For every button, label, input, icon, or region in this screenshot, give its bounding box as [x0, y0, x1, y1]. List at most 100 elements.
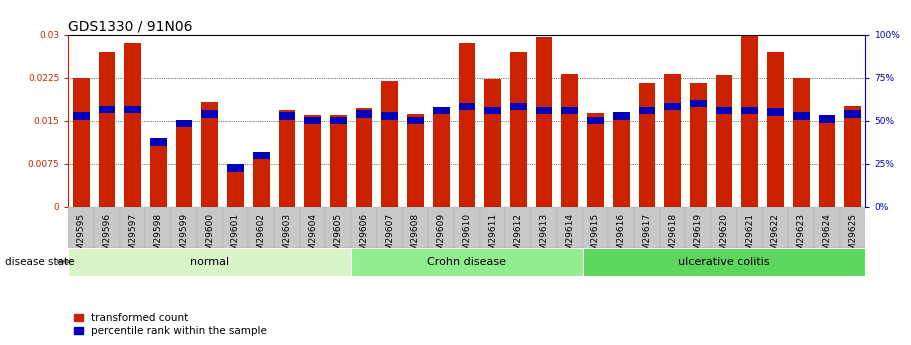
Text: normal: normal	[190, 257, 230, 267]
Text: GSM29625: GSM29625	[848, 213, 857, 262]
Bar	[146, 207, 171, 248]
Bar	[403, 207, 428, 248]
Bar	[561, 107, 578, 114]
Text: GSM29604: GSM29604	[308, 213, 317, 262]
Bar	[480, 207, 506, 248]
Bar	[119, 207, 146, 248]
Text: GSM29602: GSM29602	[257, 213, 266, 262]
Bar	[355, 110, 373, 118]
Bar	[124, 43, 141, 207]
Bar	[222, 207, 249, 248]
Text: GSM29620: GSM29620	[720, 213, 729, 262]
Text: GSM29609: GSM29609	[436, 213, 445, 262]
Bar	[98, 52, 116, 207]
Bar	[201, 102, 218, 207]
Legend: transformed count, percentile rank within the sample: transformed count, percentile rank withi…	[74, 313, 267, 336]
Bar	[793, 78, 810, 207]
Bar	[325, 207, 351, 248]
Bar	[613, 113, 630, 207]
Bar	[330, 115, 347, 207]
Bar	[536, 37, 552, 207]
Bar	[351, 207, 377, 248]
Bar	[506, 207, 531, 248]
Bar	[844, 110, 861, 118]
Bar	[639, 83, 655, 207]
Bar	[176, 122, 192, 207]
Bar	[227, 166, 244, 207]
Text: GSM29599: GSM29599	[179, 213, 189, 262]
Bar	[454, 207, 480, 248]
Bar	[634, 207, 660, 248]
Text: GSM29621: GSM29621	[745, 213, 754, 262]
Text: GSM29619: GSM29619	[694, 213, 702, 262]
Bar	[201, 110, 218, 118]
Bar	[742, 36, 758, 207]
Text: GSM29611: GSM29611	[488, 213, 497, 262]
Bar	[793, 112, 810, 120]
Text: Crohn disease: Crohn disease	[427, 257, 507, 267]
Text: GSM29598: GSM29598	[154, 213, 163, 262]
Bar	[531, 207, 557, 248]
Bar	[304, 115, 321, 207]
Bar	[788, 207, 814, 248]
Bar	[253, 151, 270, 159]
Bar	[664, 73, 681, 207]
Bar	[300, 207, 325, 248]
Bar	[814, 207, 840, 248]
Text: GSM29595: GSM29595	[77, 213, 86, 262]
Bar	[818, 116, 835, 207]
Text: GSM29608: GSM29608	[411, 213, 420, 262]
Text: GSM29613: GSM29613	[539, 213, 548, 262]
Bar	[767, 52, 783, 207]
Bar	[249, 207, 274, 248]
Bar	[68, 248, 351, 276]
Bar	[304, 117, 321, 125]
Bar	[536, 107, 552, 114]
Bar	[767, 108, 783, 116]
Bar	[330, 117, 347, 125]
Bar	[68, 207, 94, 248]
Text: GSM29614: GSM29614	[565, 213, 574, 262]
Bar	[124, 106, 141, 113]
Text: disease state: disease state	[5, 257, 74, 266]
Text: GSM29603: GSM29603	[282, 213, 292, 262]
Bar	[382, 112, 398, 120]
Bar	[685, 207, 711, 248]
Text: GSM29601: GSM29601	[231, 213, 240, 262]
Bar	[377, 207, 403, 248]
Bar	[711, 207, 737, 248]
Bar	[150, 138, 167, 146]
Bar	[428, 207, 454, 248]
Bar	[98, 106, 116, 113]
Bar	[279, 110, 295, 207]
Bar	[351, 248, 583, 276]
Bar	[763, 207, 788, 248]
Bar	[433, 109, 449, 207]
Text: GSM29618: GSM29618	[668, 213, 677, 262]
Text: GSM29617: GSM29617	[642, 213, 651, 262]
Bar	[355, 108, 373, 207]
Text: GSM29622: GSM29622	[771, 213, 780, 262]
Text: GSM29615: GSM29615	[591, 213, 600, 262]
Bar	[150, 138, 167, 207]
Bar	[561, 73, 578, 207]
Bar	[690, 100, 707, 107]
Text: GSM29597: GSM29597	[128, 213, 138, 262]
Bar	[73, 112, 89, 120]
Bar	[583, 207, 609, 248]
Text: ulcerative colitis: ulcerative colitis	[678, 257, 770, 267]
Bar	[433, 107, 449, 114]
Bar	[485, 107, 501, 114]
Bar	[639, 107, 655, 114]
Bar	[742, 107, 758, 114]
Bar	[407, 114, 424, 207]
Bar	[382, 80, 398, 207]
Bar	[716, 107, 732, 114]
Text: GSM29600: GSM29600	[205, 213, 214, 262]
Bar	[690, 83, 707, 207]
Bar	[458, 103, 476, 110]
Bar	[73, 78, 89, 207]
Text: GSM29607: GSM29607	[385, 213, 394, 262]
Text: GSM29605: GSM29605	[333, 213, 343, 262]
Bar	[844, 106, 861, 207]
